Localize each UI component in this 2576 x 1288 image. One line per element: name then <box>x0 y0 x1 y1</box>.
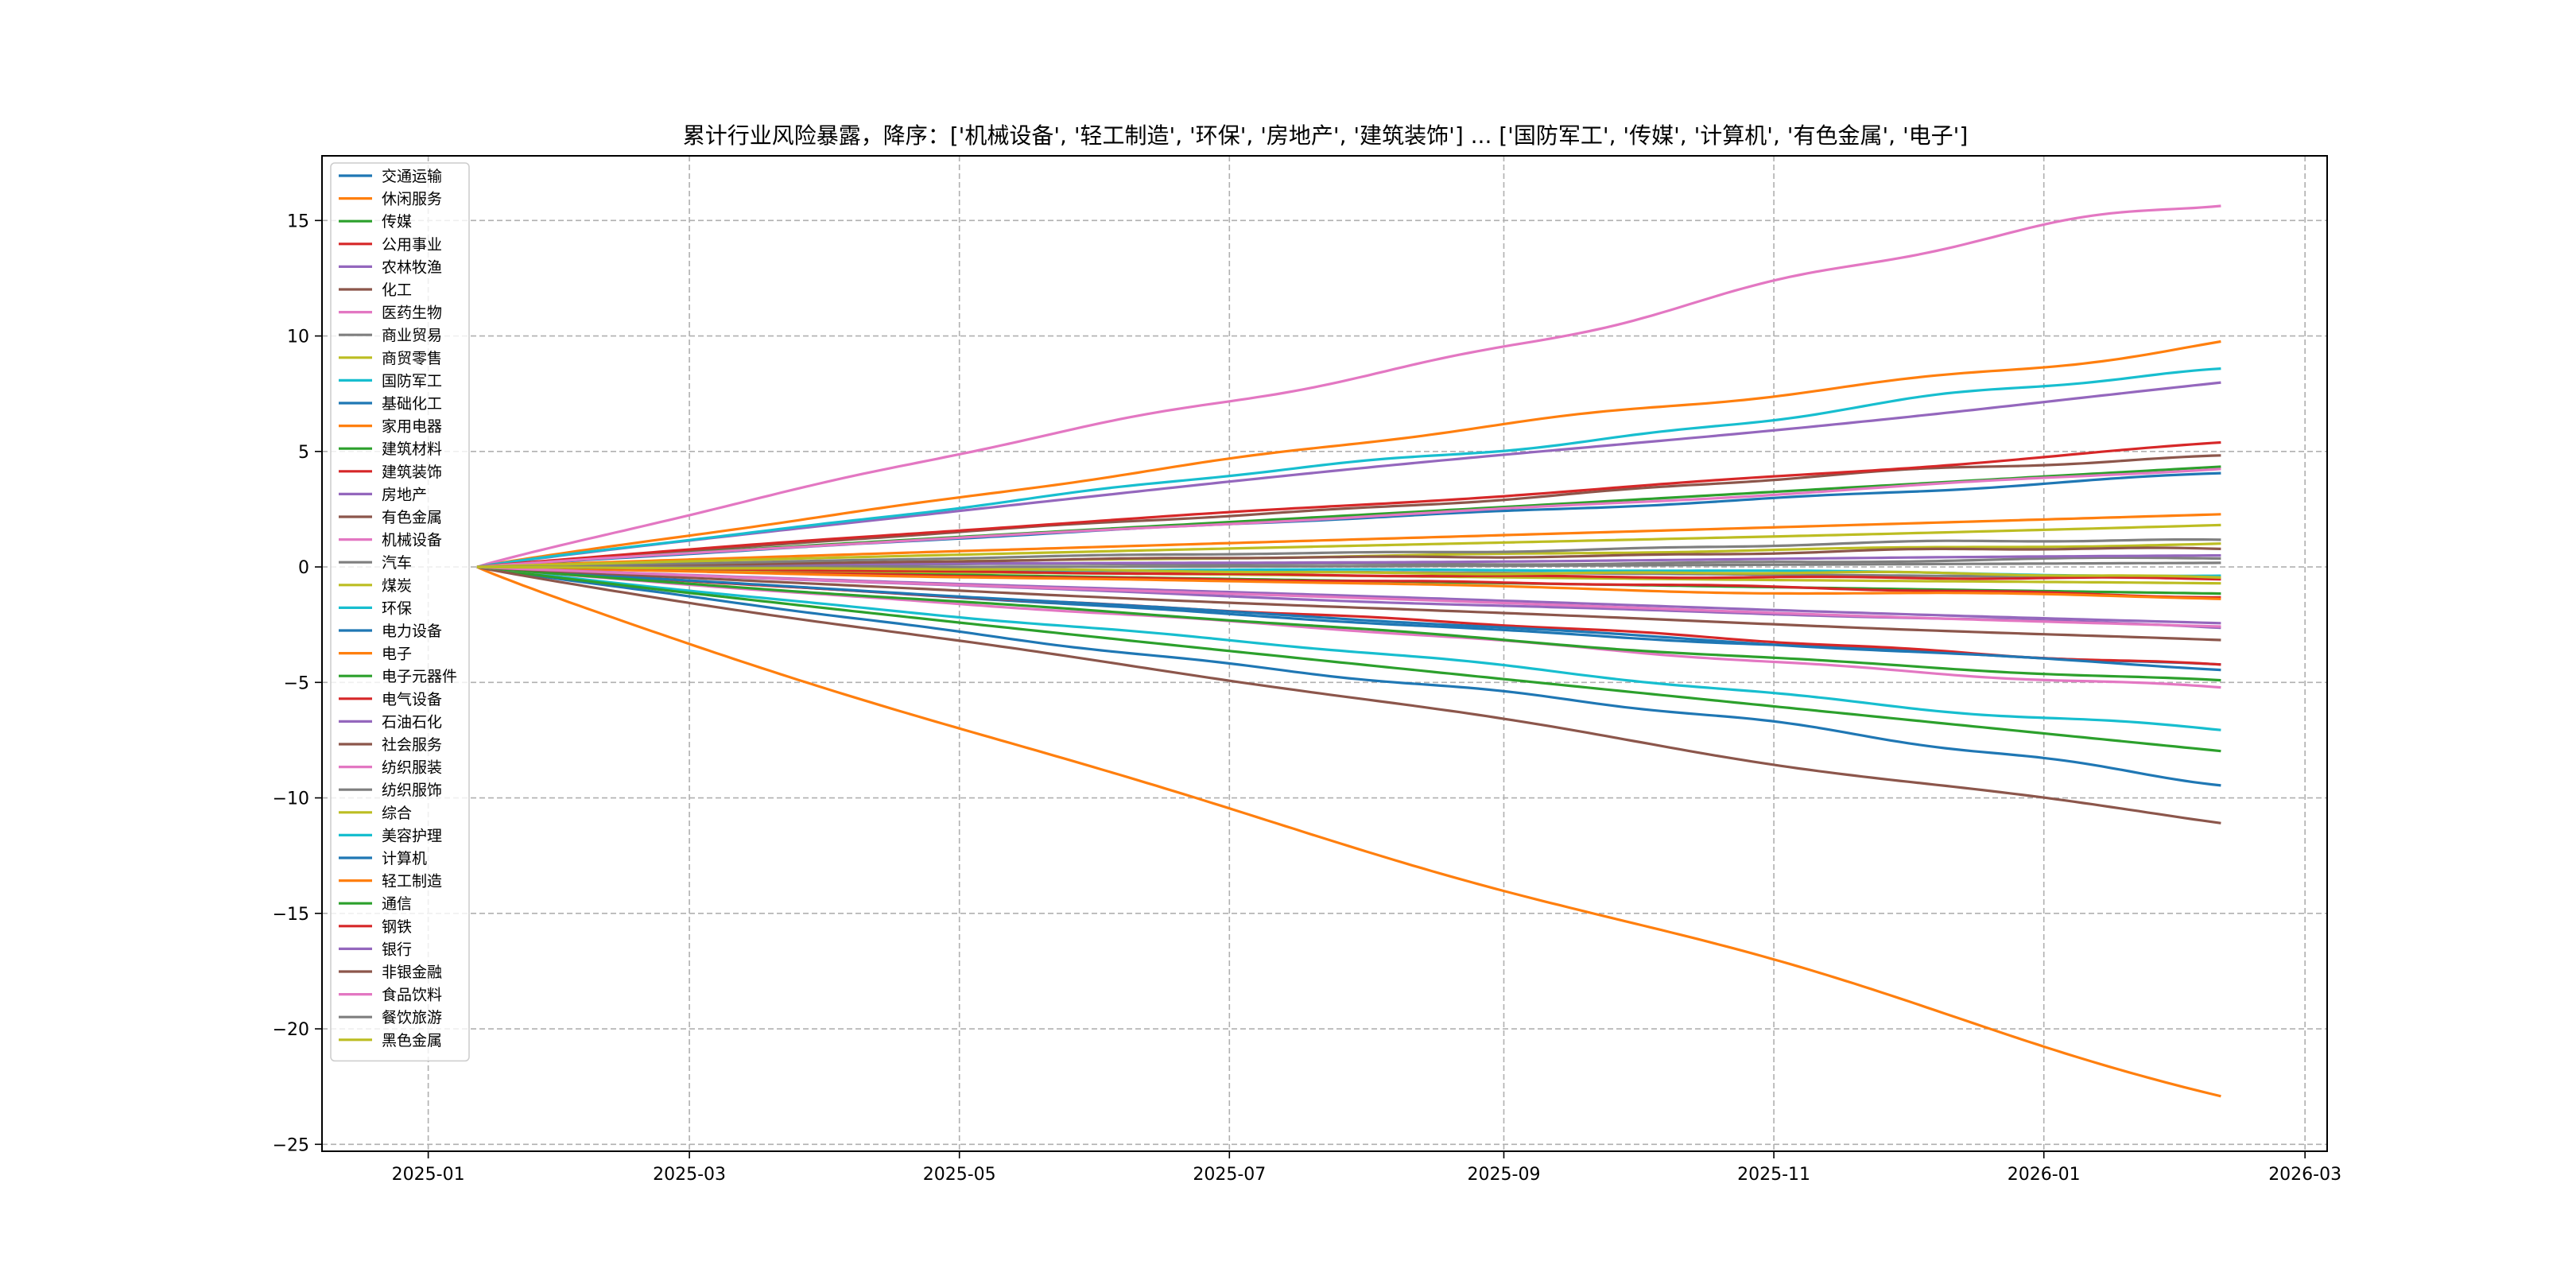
series-line <box>476 565 2221 1098</box>
x-tick-label: 2026-01 <box>2008 1165 2081 1185</box>
series-line <box>476 565 2221 579</box>
legend-label: 电力设备 <box>382 623 442 640</box>
series-line <box>476 523 2221 568</box>
x-tick-label: 2025-01 <box>392 1165 465 1185</box>
y-tick-label: −5 <box>284 673 309 693</box>
legend-label: 国防军工 <box>382 372 442 390</box>
legend-label: 农林牧渔 <box>382 258 442 276</box>
series-line <box>476 339 2221 568</box>
y-tick-label: −10 <box>273 789 309 809</box>
legend-label: 建筑材料 <box>382 440 442 458</box>
series-line <box>476 204 2221 568</box>
series-line <box>476 367 2221 568</box>
series-line <box>476 565 2221 731</box>
series-line <box>476 565 2221 753</box>
legend-label: 计算机 <box>382 850 427 867</box>
x-tick-label: 2025-03 <box>653 1165 726 1185</box>
legend-label: 休闲服务 <box>382 191 442 208</box>
series-line <box>476 538 2221 568</box>
series-line <box>476 565 2221 581</box>
legend-label: 电气设备 <box>382 691 442 708</box>
legend-label: 传媒 <box>382 213 412 231</box>
series-line <box>476 565 2221 642</box>
legend-label: 建筑装饰 <box>382 464 442 481</box>
series-line <box>476 565 2221 600</box>
legend-label: 银行 <box>382 941 412 958</box>
x-tick-label: 2025-11 <box>1737 1165 1810 1185</box>
legend-label: 商贸零售 <box>382 350 442 367</box>
series-line <box>476 454 2221 568</box>
legend-label: 钢铁 <box>382 918 412 936</box>
legend-label: 汽车 <box>382 554 412 572</box>
legend-label: 医药生物 <box>382 305 442 322</box>
series-line <box>476 546 2221 568</box>
legend-label: 社会服务 <box>382 736 442 754</box>
legend-label: 纺织服饰 <box>382 782 442 799</box>
x-tick-label: 2025-09 <box>1468 1165 1541 1185</box>
legend-label: 房地产 <box>382 486 427 503</box>
series-line <box>476 440 2221 568</box>
legend-label: 化工 <box>382 281 412 299</box>
series-layer <box>476 204 2221 1098</box>
y-tick-label: 15 <box>287 211 309 231</box>
series-line <box>476 565 2221 682</box>
legend-label: 电子元器件 <box>382 668 457 685</box>
series-line <box>476 467 2221 568</box>
legend-label: 食品饮料 <box>382 987 442 1004</box>
y-tick-label: 0 <box>298 558 309 578</box>
legend-label: 有色金属 <box>382 509 442 526</box>
legend-label: 通信 <box>382 895 412 913</box>
series-line <box>476 565 2221 787</box>
series-line <box>476 513 2221 568</box>
legend-label: 石油石化 <box>382 713 442 731</box>
legend-label: 美容护理 <box>382 827 442 844</box>
legend-label: 纺织服装 <box>382 759 442 777</box>
y-tick-label: −25 <box>273 1135 309 1155</box>
series-line <box>476 565 2221 628</box>
x-tick-label: 2025-07 <box>1193 1165 1266 1185</box>
y-tick-label: 10 <box>287 328 309 347</box>
legend-label: 商业贸易 <box>382 327 442 344</box>
legend: 交通运输休闲服务传媒公用事业农林牧渔化工医药生物商业贸易商贸零售国防军工基础化工… <box>330 162 470 1062</box>
plot-frame <box>321 155 2328 1152</box>
legend-label: 餐饮旅游 <box>382 1009 442 1026</box>
y-tick-label: −15 <box>273 905 309 925</box>
series-line <box>476 561 2221 568</box>
y-tick-label: 5 <box>298 443 309 463</box>
legend-label: 煤炭 <box>382 577 412 595</box>
legend-label: 综合 <box>382 805 412 822</box>
legend-label: 基础化工 <box>382 395 442 413</box>
x-tick-label: 2025-05 <box>923 1165 996 1185</box>
legend-label: 机械设备 <box>382 532 442 549</box>
series-line <box>476 565 2221 672</box>
legend-label: 黑色金属 <box>382 1032 442 1049</box>
series-line <box>476 565 2221 824</box>
legend-label: 交通运输 <box>382 168 442 185</box>
legend-label: 环保 <box>382 599 412 617</box>
legend-label: 公用事业 <box>382 236 442 254</box>
series-line <box>476 381 2221 568</box>
legend-label: 家用电器 <box>382 418 442 436</box>
legend-label: 电子 <box>382 646 412 663</box>
legend-label: 非银金融 <box>382 964 442 981</box>
x-tick-label: 2026-03 <box>2268 1165 2341 1185</box>
chart-title: 累计行业风险暴露，降序：['机械设备', '轻工制造', '环保', '房地产'… <box>683 122 1969 149</box>
legend-box <box>330 162 470 1062</box>
y-tick-label: −20 <box>273 1020 309 1040</box>
axis-layer: 15 10 5 0 −5 −10 −15 −20 −25 2025-01 2025-03 2025-0… <box>273 211 2342 1185</box>
legend-label: 轻工制造 <box>382 873 442 890</box>
